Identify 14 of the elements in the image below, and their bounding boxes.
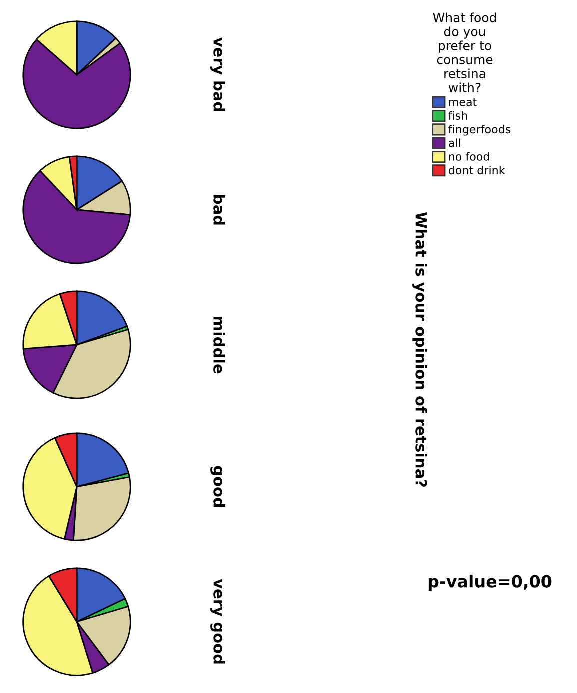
legend-label: dont drink [448,166,506,175]
text: very bad [210,38,226,112]
text: good [210,466,226,508]
text: bad [214,195,226,225]
legend-label: all [449,138,460,148]
text: p-value=0,00 [428,574,552,592]
legend-label: fish [448,111,468,120]
text: very good [210,579,226,664]
legend-label: no food [449,152,490,161]
text: middle [214,316,226,374]
legend-label: meat [449,98,477,106]
legend-label: fingerfoods [448,125,511,136]
legend-title: What food do you prefer to consume retsina with? [433,12,496,92]
text: What is your opinion of retsina? [412,212,428,488]
